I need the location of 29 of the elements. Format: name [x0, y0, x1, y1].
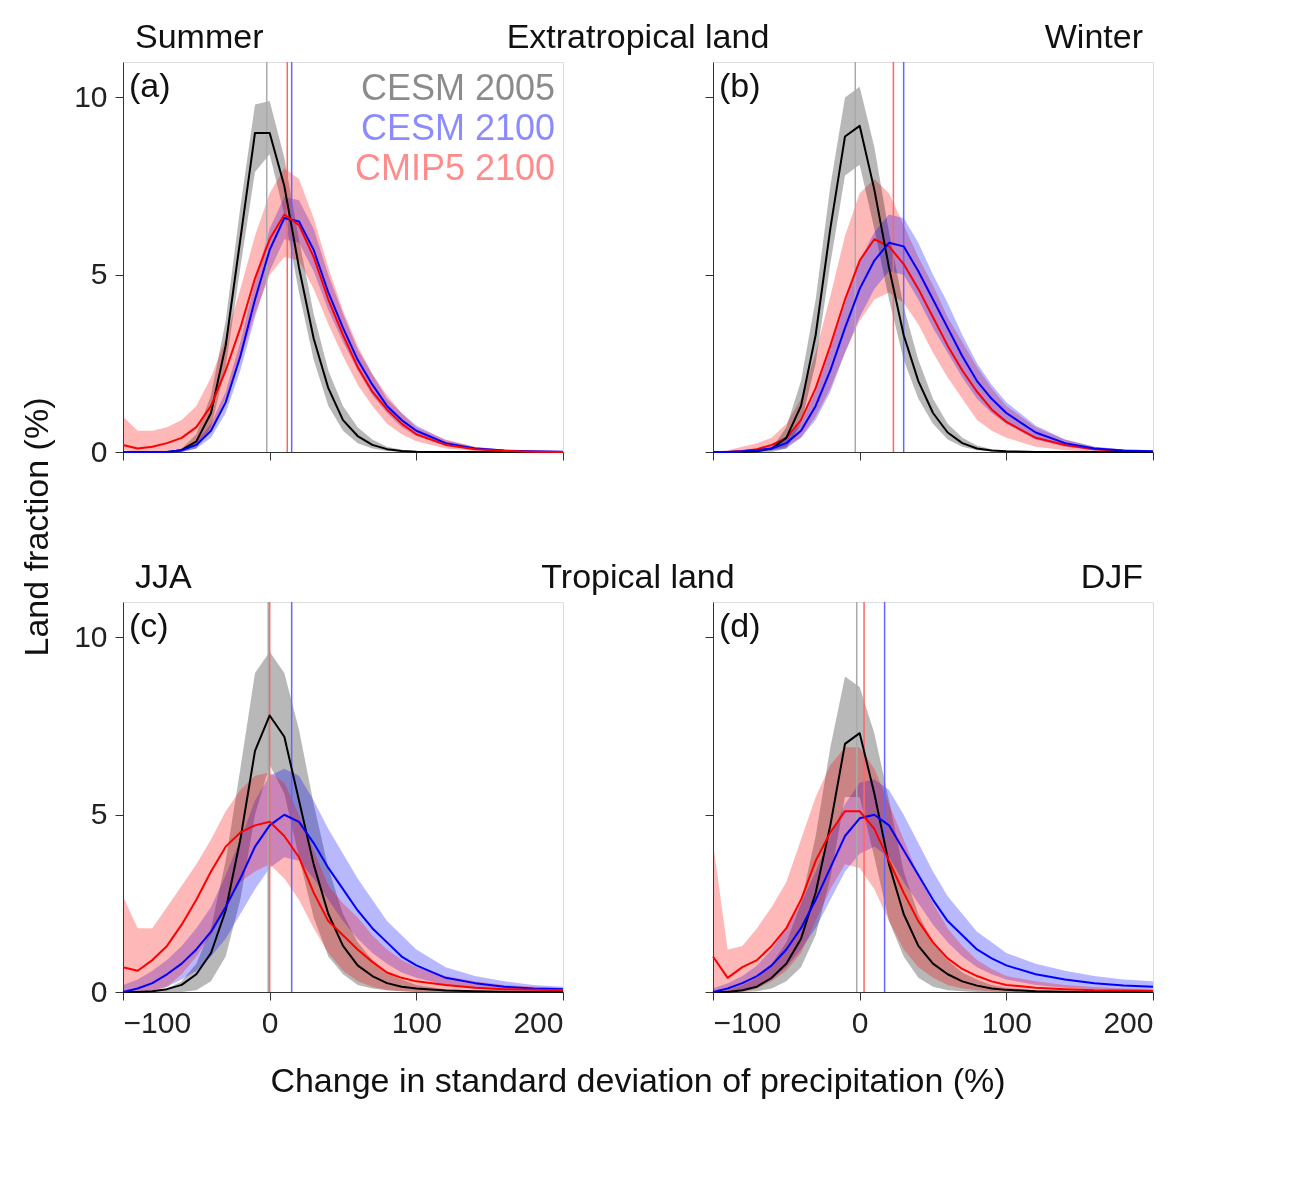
- x-tick-label: 200: [513, 1005, 564, 1039]
- annotation: (c): [129, 606, 169, 644]
- text: Tropical land: [541, 557, 735, 595]
- x-tick-label: 100: [981, 1005, 1032, 1039]
- y-tick-label: 10: [74, 619, 108, 653]
- annotation: (b): [719, 66, 761, 104]
- x-tick-label: 100: [391, 1005, 442, 1039]
- series-label: CMIP5 2100: [354, 147, 555, 188]
- x-tick-label: 0: [261, 1005, 279, 1039]
- chart-title: Winter: [1044, 17, 1143, 55]
- x-tick-label: 0: [851, 1005, 869, 1039]
- annotation: (d): [719, 606, 761, 644]
- x-axis-title: Change in standard deviation of precipitation (%): [270, 1061, 1006, 1099]
- y-tick-label: 10: [74, 79, 108, 113]
- x-tick-label: 200: [1103, 1005, 1154, 1039]
- x-tick-label: −100: [713, 1005, 782, 1039]
- text: Extratropical land: [506, 17, 770, 55]
- x-tick-label: −100: [123, 1005, 192, 1039]
- y-tick-label: 5: [90, 797, 108, 831]
- text: CESM 2005: [360, 67, 555, 108]
- chart-title: DJF: [1080, 557, 1143, 595]
- annotation: (a): [129, 66, 171, 104]
- chart-title: JJA: [135, 557, 192, 595]
- y-tick-label: 5: [90, 257, 108, 291]
- y-tick-label: 0: [90, 974, 108, 1008]
- text: CESM 2100: [360, 107, 555, 148]
- y-axis-title: Land fraction (%): [17, 397, 55, 657]
- y-tick-label: 0: [90, 434, 108, 468]
- chart-title: Summer: [135, 17, 264, 55]
